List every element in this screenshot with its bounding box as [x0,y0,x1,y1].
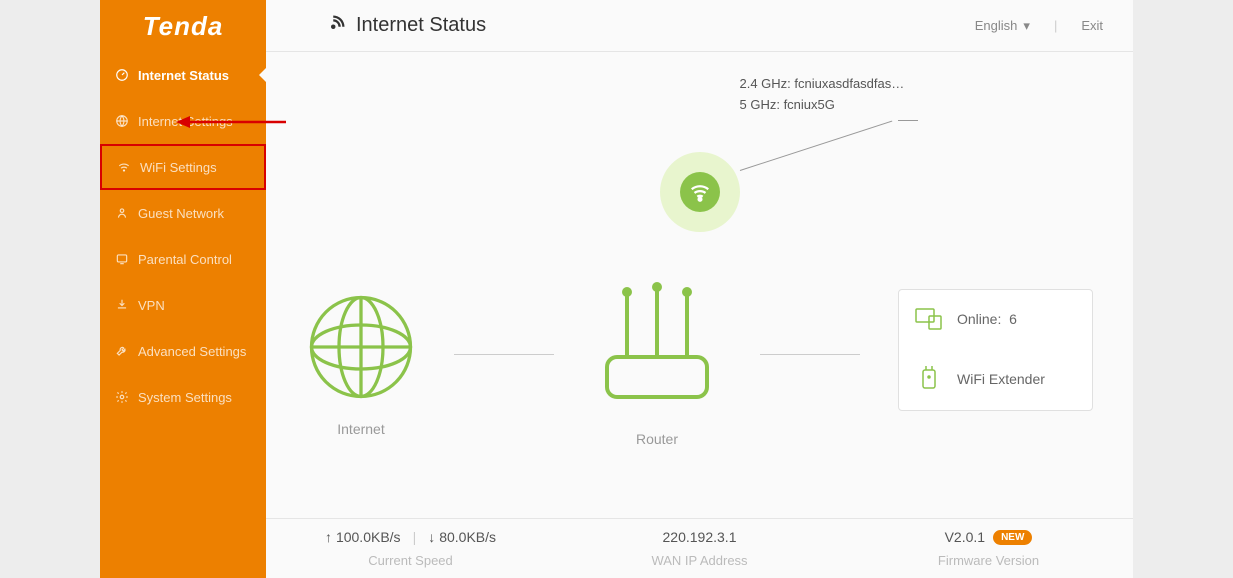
client-info-card: Online: 6 WiFi Extender [898,289,1093,411]
devices-icon [915,308,943,330]
online-count: 6 [1009,311,1017,327]
firmware-stat: V2.0.1 NEW Firmware Version [844,529,1133,568]
wan-ip-value: 220.192.3.1 [663,529,737,545]
content-area: 2.4 GHz: fcniuxasdfasdfas… 5 GHz: fcniux… [266,52,1133,518]
nav-item-label: System Settings [138,390,232,405]
language-label: English [975,18,1018,33]
online-clients-row[interactable]: Online: 6 [899,290,1092,348]
dashboard-icon [114,68,130,82]
nav-system-settings[interactable]: System Settings [100,374,266,420]
nav-wifi-settings[interactable]: WiFi Settings [100,144,266,190]
online-label: Online: [957,311,1001,327]
tool-icon [114,344,130,358]
guest-icon [114,206,130,220]
chevron-down-icon: ▾ [1023,18,1030,34]
page-title: Internet Status [356,14,486,37]
nav-menu: Internet Status Internet Settings WiFi S… [100,52,266,420]
nav-item-label: VPN [138,298,165,313]
annotation-arrow [176,112,286,137]
upload-arrow-icon: ↑ [325,529,332,545]
nav-item-label: Internet Status [138,68,229,83]
firmware-version: V2.0.1 [945,529,985,545]
vpn-icon [114,298,130,312]
status-icon [328,14,346,37]
connector-line [454,354,554,355]
topbar: Internet Status English ▾ | Exit [266,0,1133,52]
wifi-24ghz-label: 2.4 GHz: fcniuxasdfasdfas… [740,74,905,95]
firmware-label: Firmware Version [844,553,1133,568]
wan-ip-label: WAN IP Address [555,553,844,568]
speed-label: Current Speed [266,553,555,568]
wifi-node[interactable] [660,152,740,232]
internet-label: Internet [306,421,416,437]
parental-icon [114,252,130,266]
gear-icon [114,390,130,404]
wifi-extender-row[interactable]: WiFi Extender [899,348,1092,410]
nav-item-label: Parental Control [138,252,232,267]
speed-stat: ↑ 100.0KB/s | ↓ 80.0KB/s Current Speed [266,529,555,568]
main-content: Internet Status English ▾ | Exit 2.4 GHz… [266,0,1133,578]
nav-advanced-settings[interactable]: Advanced Settings [100,328,266,374]
router-label: Router [592,431,722,447]
download-arrow-icon: ↓ [428,529,435,545]
brand-logo: Tenda [100,0,266,52]
download-speed: 80.0KB/s [439,529,496,545]
new-badge: NEW [993,530,1032,545]
extender-icon [915,366,943,392]
internet-node[interactable]: Internet [306,292,416,437]
nav-vpn[interactable]: VPN [100,282,266,328]
nav-item-label: Guest Network [138,206,224,221]
upload-speed: 100.0KB/s [336,529,401,545]
bottom-stats-bar: ↑ 100.0KB/s | ↓ 80.0KB/s Current Speed 2… [266,518,1133,578]
sidebar: Tenda Internet Status Internet Settings … [100,0,266,578]
extender-label: WiFi Extender [957,371,1045,387]
nav-item-label: WiFi Settings [140,160,217,175]
wifi-signal-icon [689,181,711,203]
router-icon [592,282,722,412]
nav-internet-status[interactable]: Internet Status [100,52,266,98]
language-selector[interactable]: English ▾ [975,18,1030,34]
wan-ip-stat: 220.192.3.1 WAN IP Address [555,529,844,568]
divider: | [1054,18,1057,33]
wifi-ssid-labels: 2.4 GHz: fcniuxasdfasdfas… 5 GHz: fcniux… [740,74,905,116]
connector-line [760,354,860,355]
nav-item-label: Advanced Settings [138,344,246,359]
router-node[interactable]: Router [592,282,722,447]
internet-globe-icon [306,292,416,402]
exit-link[interactable]: Exit [1081,18,1103,33]
nav-parental-control[interactable]: Parental Control [100,236,266,282]
network-diagram: Internet Router [266,282,1133,447]
globe-icon [114,114,130,128]
nav-guest-network[interactable]: Guest Network [100,190,266,236]
wifi-icon [116,160,132,174]
